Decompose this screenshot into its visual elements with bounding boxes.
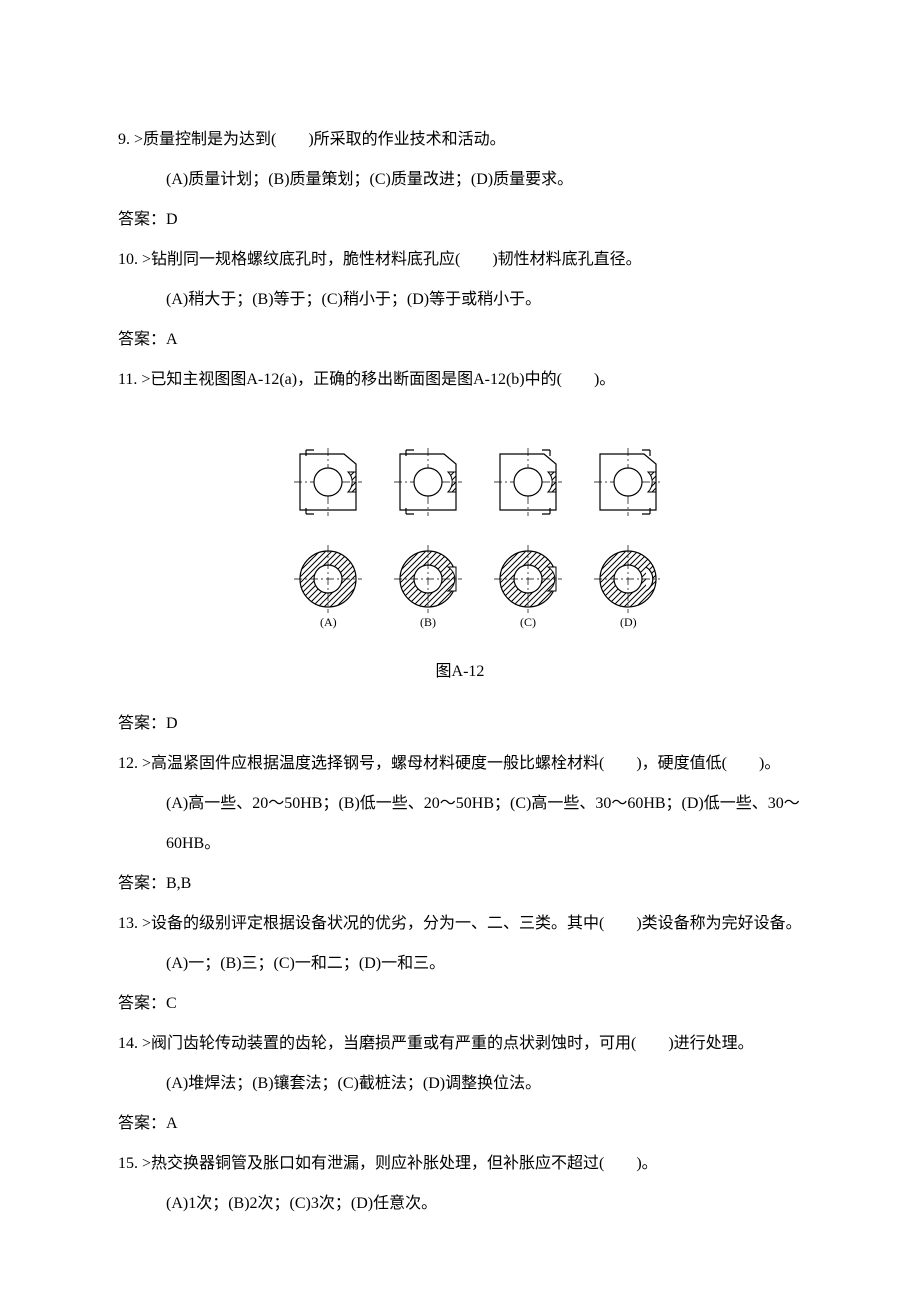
q10-text: 10. >钻削同一规格螺纹底孔时，脆性材料底孔应( )韧性材料底孔直径。 xyxy=(118,240,802,280)
q13-options: (A)一；(B)三；(C)一和二；(D)一和三。 xyxy=(118,944,802,984)
topview-C xyxy=(494,448,562,516)
q15-options: (A)1次；(B)2次；(C)3次；(D)任意次。 xyxy=(118,1184,802,1224)
q9-text: 9. >质量控制是为达到( )所采取的作业技术和活动。 xyxy=(118,120,802,160)
section-C xyxy=(494,545,562,613)
section-D xyxy=(594,545,660,613)
q12-text: 12. >高温紧固件应根据温度选择钢号，螺母材料硬度一般比螺栓材料( )，硬度值… xyxy=(118,744,802,784)
topview-A xyxy=(294,448,362,516)
label-C: (C) xyxy=(520,615,536,629)
q12-answer: 答案：B,B xyxy=(118,864,802,904)
topview-B xyxy=(394,448,462,516)
q13-text: 13. >设备的级别评定根据设备状况的优劣，分为一、二、三类。其中( )类设备称… xyxy=(118,904,802,944)
figure-caption: 图A-12 xyxy=(118,652,802,692)
q10-answer: 答案：A xyxy=(118,320,802,360)
figure-a12: (a) xyxy=(118,424,802,644)
q14-options: (A)堆焊法；(B)镶套法；(C)截桩法；(D)调整换位法。 xyxy=(118,1064,802,1104)
topview-D xyxy=(594,448,660,516)
q11-answer: 答案：D xyxy=(118,704,802,744)
q11-text: 11. >已知主视图图A-12(a)，正确的移出断面图是图A-12(b)中的( … xyxy=(118,360,802,400)
figure-a12-svg: (a) xyxy=(260,424,660,644)
q13-answer: 答案：C xyxy=(118,984,802,1024)
section-A xyxy=(294,545,362,613)
q10-options: (A)稍大于；(B)等于；(C)稍小于；(D)等于或稍小于。 xyxy=(118,280,802,320)
q9-options: (A)质量计划；(B)质量策划；(C)质量改进；(D)质量要求。 xyxy=(118,160,802,200)
section-B xyxy=(394,545,462,613)
label-B: (B) xyxy=(420,615,436,629)
label-D: (D) xyxy=(620,615,637,629)
q14-text: 14. >阀门齿轮传动装置的齿轮，当磨损严重或有严重的点状剥蚀时，可用( )进行… xyxy=(118,1024,802,1064)
q14-answer: 答案：A xyxy=(118,1104,802,1144)
q9-answer: 答案：D xyxy=(118,200,802,240)
label-A: (A) xyxy=(320,615,337,629)
q12-options: (A)高一些、20～50HB；(B)低一些、20～50HB；(C)高一些、30～… xyxy=(118,784,802,864)
document-page: 9. >质量控制是为达到( )所采取的作业技术和活动。 (A)质量计划；(B)质… xyxy=(0,0,920,1284)
q15-text: 15. >热交换器铜管及胀口如有泄漏，则应补胀处理，但补胀应不超过( )。 xyxy=(118,1144,802,1184)
